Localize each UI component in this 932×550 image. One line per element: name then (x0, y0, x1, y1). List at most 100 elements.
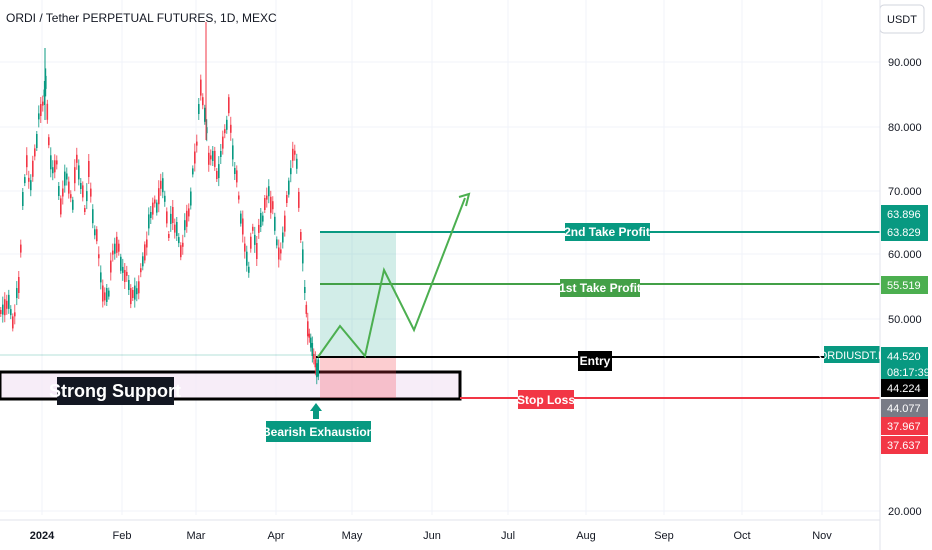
candle-body (74, 167, 76, 184)
candle-body (190, 191, 192, 206)
candle-body (204, 107, 206, 122)
candle-body (20, 244, 22, 253)
y-tick-label: 60.000 (888, 249, 922, 261)
price-tag-value: 37.637 (887, 440, 921, 452)
candle-body (22, 192, 24, 206)
candle-body (46, 103, 49, 120)
candle-body (212, 151, 214, 161)
x-tick-label: Jun (423, 530, 441, 542)
candle-body (48, 137, 50, 146)
candle-body (314, 359, 317, 368)
tp2-label: 2nd Take Profit (564, 223, 650, 241)
price-tag-value: 44.520 (887, 351, 921, 363)
candle-body (78, 165, 80, 180)
candle-body (216, 171, 218, 179)
price-tag-value: 63.829 (887, 227, 921, 239)
candle-body (114, 243, 116, 254)
candle-body (140, 268, 142, 273)
y-tick-label: 90.000 (888, 57, 922, 69)
candle-body (72, 199, 74, 210)
candle-body (208, 152, 210, 165)
candle-body (4, 299, 6, 316)
candle-body (280, 249, 282, 254)
candle-body (270, 196, 272, 213)
support-label: Strong Support (49, 377, 181, 405)
candlestick-series (0, 22, 320, 385)
candle-body (256, 243, 258, 259)
entry-label: Entry (578, 351, 612, 371)
candle-body (90, 188, 92, 197)
candle-body (60, 198, 62, 215)
price-tags: 63.896 63.829 55.519 44.520 08:17:39 44.224 44… (881, 205, 930, 454)
candle-body (278, 247, 280, 260)
price-tag (881, 436, 928, 454)
candle-body (110, 260, 112, 273)
candle-body (316, 363, 318, 378)
candle-body (118, 243, 120, 252)
candle-body (272, 201, 274, 210)
candle-body (206, 127, 208, 134)
candle-body (158, 188, 160, 205)
exhaustion-marker: Bearish Exhaustion (262, 403, 374, 442)
candle-body (116, 236, 118, 253)
price-tag-countdown: 08:17:39 (887, 367, 930, 379)
entry-label-text: Entry (580, 354, 611, 368)
candle-body (240, 213, 242, 224)
candle-body (186, 210, 188, 227)
candle-body (196, 141, 198, 146)
price-tag (881, 205, 928, 223)
exhaustion-label-text: Bearish Exhaustion (262, 425, 374, 439)
candle-body (246, 251, 248, 266)
candle-body (144, 244, 146, 261)
candle-body (100, 272, 102, 283)
price-tag-value: 37.967 (887, 421, 921, 433)
grid-lines (0, 0, 880, 515)
candle-body (194, 151, 196, 164)
y-tick-label: 50.000 (888, 314, 922, 326)
candle-body (311, 343, 314, 356)
candle-body (80, 183, 82, 189)
candle-body (134, 285, 136, 300)
projection-path (317, 197, 466, 359)
candle-body (156, 202, 158, 213)
candle-body (54, 160, 56, 173)
candle-body (224, 129, 226, 134)
candle-body (86, 191, 88, 202)
candle-body (168, 234, 170, 238)
candle-body (184, 220, 186, 231)
candle-body (16, 288, 18, 299)
candle-body (198, 104, 200, 114)
candle-body (124, 270, 126, 282)
candle-body (228, 97, 230, 114)
candle-body (102, 285, 104, 302)
price-tag (881, 417, 928, 435)
price-axis[interactable]: 90.000 80.000 70.000 60.000 50.000 20.000 (879, 0, 922, 550)
candle-body (162, 178, 164, 193)
candle-body (43, 89, 46, 97)
candle-body (50, 155, 52, 170)
candle-body (132, 290, 134, 298)
candle-body (286, 195, 288, 203)
x-tick-label: Mar (187, 530, 206, 542)
candle-body (126, 271, 128, 276)
currency-button[interactable]: USDT (879, 4, 925, 34)
price-tag (881, 379, 928, 397)
candle-body (232, 145, 234, 160)
candle-body (230, 124, 232, 133)
candle-body (170, 213, 172, 224)
price-tag-value: 44.077 (887, 403, 921, 415)
candle-body (12, 316, 14, 329)
candle-body (218, 164, 220, 179)
time-axis[interactable]: 2024 Feb Mar Apr May Jun Jul Aug Sep Oct Nov (0, 519, 880, 542)
chart-title: ORDI / Tether PERPETUAL FUTURES, 1D, MEX… (6, 11, 277, 25)
tp1-label: 1st Take Profit (559, 279, 641, 297)
candle-body (164, 195, 166, 202)
candle-body (150, 212, 152, 218)
candle-body (45, 75, 47, 89)
y-tick-label: 80.000 (888, 122, 922, 134)
x-tick-label: Oct (733, 530, 750, 542)
candle-body (276, 239, 278, 246)
candle-body (310, 337, 312, 348)
candle-body (192, 168, 194, 175)
